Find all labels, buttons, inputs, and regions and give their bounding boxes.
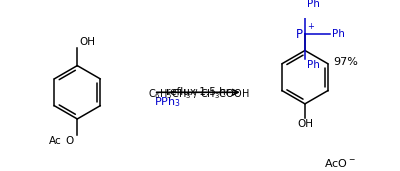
Text: 97%: 97% bbox=[334, 57, 358, 67]
Text: OH: OH bbox=[79, 37, 95, 47]
Text: PPh$_3$: PPh$_3$ bbox=[154, 95, 180, 109]
Text: O: O bbox=[66, 136, 74, 146]
Text: AcO$^-$: AcO$^-$ bbox=[324, 157, 356, 169]
Text: +: + bbox=[307, 22, 314, 31]
Text: Ph: Ph bbox=[307, 60, 320, 70]
Text: C$_6$H$_5$CH$_3$ / CH$_3$COOH: C$_6$H$_5$CH$_3$ / CH$_3$COOH bbox=[148, 87, 249, 101]
Text: P: P bbox=[296, 28, 303, 41]
Text: Ph: Ph bbox=[332, 29, 344, 40]
Text: OH: OH bbox=[297, 119, 313, 129]
Text: Ac: Ac bbox=[48, 136, 61, 146]
Text: Ph: Ph bbox=[307, 0, 320, 9]
Text: reflux 1.5 hr: reflux 1.5 hr bbox=[166, 87, 230, 97]
